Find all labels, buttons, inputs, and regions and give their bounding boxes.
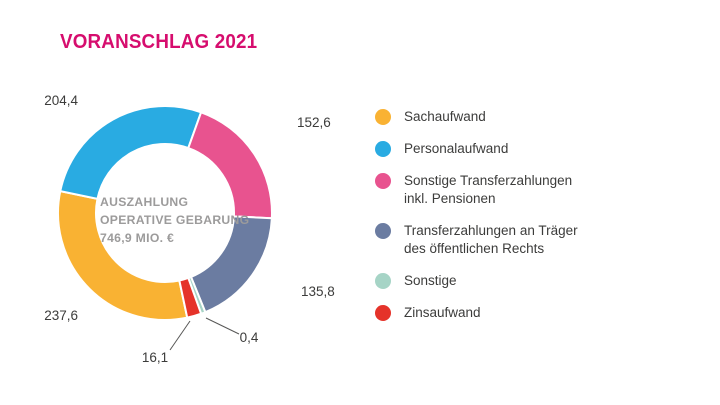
legend-item-zinsaufwand: Zinsaufwand xyxy=(375,304,578,322)
center-label-line-1: AUSZAHLUNG xyxy=(100,195,188,209)
legend-dot xyxy=(375,223,391,239)
donut-segment-3 xyxy=(187,110,273,220)
legend-dot xyxy=(375,109,391,125)
legend-dot xyxy=(375,141,391,157)
value-label-sachaufwand: 237,6 xyxy=(44,308,78,323)
donut-segment-4 xyxy=(189,215,273,314)
legend-label: Transferzahlungen an Träger des öffentli… xyxy=(404,223,578,256)
value-label-sonstige-transferzahlungen: 152,6 xyxy=(297,115,331,130)
legend-item-sonstige-transferzahlungen: Sonstige Transferzahlungen inkl. Pension… xyxy=(375,172,578,208)
value-label-personalaufwand: 204,4 xyxy=(44,93,78,108)
value-label-zinsaufwand: 16,1 xyxy=(142,350,168,365)
legend-dot xyxy=(375,305,391,321)
donut-segment-1 xyxy=(57,189,189,321)
legend-label: Sachaufwand xyxy=(404,109,486,124)
value-label-sonstige: 0,4 xyxy=(240,330,259,345)
donut-segment-2 xyxy=(59,105,203,201)
donut-segment-6 xyxy=(178,276,203,319)
legend-item-sachaufwand: Sachaufwand xyxy=(375,108,578,126)
donut-segments xyxy=(57,105,273,321)
donut-chart: AUSZAHLUNG OPERATIVE GEBARUNG 746,9 MIO.… xyxy=(44,93,335,365)
legend-label: Zinsaufwand xyxy=(404,305,481,320)
donut-center-label: AUSZAHLUNG OPERATIVE GEBARUNG 746,9 MIO.… xyxy=(100,195,249,245)
legend-label: Personalaufwand xyxy=(404,141,509,156)
legend-item-personalaufwand: Personalaufwand xyxy=(375,140,578,158)
value-labels: 204,4 152,6 135,8 0,4 16,1 237,6 xyxy=(44,93,335,365)
legend-item-sonstige: Sonstige xyxy=(375,272,578,290)
legend-dot xyxy=(375,173,391,189)
center-label-line-2: OPERATIVE GEBARUNG xyxy=(100,213,249,227)
value-label-transferzahlungen-traeger: 135,8 xyxy=(301,284,335,299)
legend: Sachaufwand Personalaufwand Sonstige Tra… xyxy=(375,108,578,322)
legend-label: Sonstige xyxy=(404,273,457,288)
leader-lines xyxy=(169,317,240,351)
legend-item-transferzahlungen-traeger: Transferzahlungen an Träger des öffentli… xyxy=(375,222,578,258)
legend-dot xyxy=(375,273,391,289)
leader-line-zinsaufwand xyxy=(169,320,191,351)
page-title: VORANSCHLAG 2021 xyxy=(60,31,258,53)
center-label-line-3: 746,9 MIO. € xyxy=(100,231,174,245)
leader-line-sonstige xyxy=(205,317,240,335)
legend-label: Sonstige Transferzahlungen inkl. Pension… xyxy=(404,173,573,206)
